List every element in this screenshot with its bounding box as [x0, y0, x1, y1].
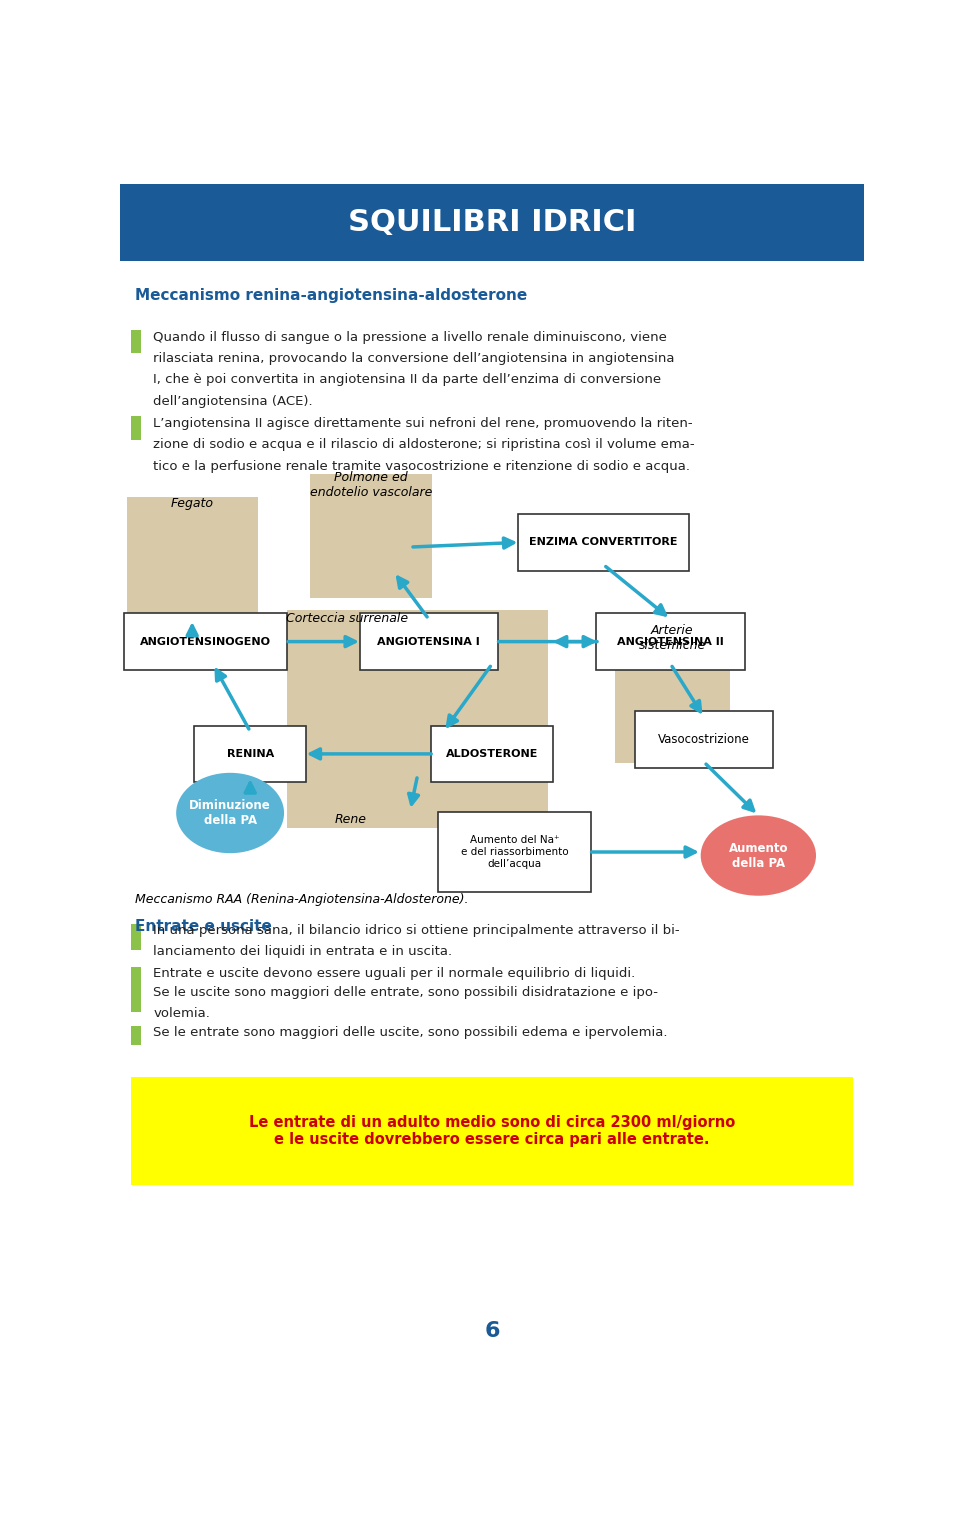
Ellipse shape — [701, 815, 816, 896]
FancyBboxPatch shape — [287, 609, 548, 829]
FancyBboxPatch shape — [614, 622, 731, 763]
Text: ANGIOTENSINOGENO: ANGIOTENSINOGENO — [140, 637, 271, 646]
FancyBboxPatch shape — [132, 416, 141, 439]
Text: Entrate e uscite: Entrate e uscite — [134, 919, 272, 935]
Ellipse shape — [177, 772, 284, 853]
Text: Vasocostrizione: Vasocostrizione — [659, 734, 750, 746]
Text: Quando il flusso di sangue o la pressione a livello renale diminuiscono, viene: Quando il flusso di sangue o la pression… — [154, 330, 667, 344]
Text: Aumento del Na⁺
e del riassorbimento
dell’acqua: Aumento del Na⁺ e del riassorbimento del… — [461, 835, 568, 869]
Text: rilasciata renina, provocando la conversione dell’angiotensina in angiotensina: rilasciata renina, provocando la convers… — [154, 352, 675, 365]
FancyBboxPatch shape — [132, 985, 141, 1012]
Text: Corteccia surrenale: Corteccia surrenale — [286, 612, 408, 625]
FancyBboxPatch shape — [360, 614, 497, 669]
Text: dell’angiotensina (ACE).: dell’angiotensina (ACE). — [154, 394, 313, 408]
Text: Meccanismo RAA (Renina-Angiotensina-Aldosterone).: Meccanismo RAA (Renina-Angiotensina-Aldo… — [134, 893, 468, 906]
FancyBboxPatch shape — [438, 812, 590, 892]
Text: Diminuzione
della PA: Diminuzione della PA — [189, 800, 271, 827]
FancyBboxPatch shape — [132, 924, 141, 950]
FancyBboxPatch shape — [124, 614, 287, 669]
Text: Meccanismo renina-angiotensina-aldosterone: Meccanismo renina-angiotensina-aldostero… — [134, 289, 527, 304]
Text: Se le entrate sono maggiori delle uscite, sono possibili edema e ipervolemia.: Se le entrate sono maggiori delle uscite… — [154, 1025, 668, 1039]
Text: zione di sodio e acqua e il rilascio di aldosterone; si ripristina così il volum: zione di sodio e acqua e il rilascio di … — [154, 439, 695, 451]
Text: ANGIOTENSINA I: ANGIOTENSINA I — [377, 637, 480, 646]
FancyBboxPatch shape — [132, 330, 141, 353]
Text: Arterie
sistemiche: Arterie sistemiche — [638, 623, 706, 652]
Text: ALDOSTERONE: ALDOSTERONE — [445, 749, 539, 758]
Text: ANGIOTENSINA II: ANGIOTENSINA II — [617, 637, 724, 646]
Text: Aumento
della PA: Aumento della PA — [729, 841, 788, 869]
Text: Rene: Rene — [335, 814, 367, 826]
FancyBboxPatch shape — [310, 474, 432, 597]
FancyBboxPatch shape — [128, 497, 257, 634]
Text: SQUILIBRI IDRICI: SQUILIBRI IDRICI — [348, 207, 636, 236]
Text: Se le uscite sono maggiori delle entrate, sono possibili disidratazione e ipo-: Se le uscite sono maggiori delle entrate… — [154, 985, 659, 999]
FancyBboxPatch shape — [132, 1025, 141, 1045]
Text: RENINA: RENINA — [227, 749, 274, 758]
FancyBboxPatch shape — [431, 726, 553, 783]
FancyBboxPatch shape — [194, 726, 306, 783]
FancyBboxPatch shape — [132, 967, 141, 985]
FancyBboxPatch shape — [518, 514, 689, 571]
Text: 6: 6 — [484, 1320, 500, 1340]
Text: In una persona sana, il bilancio idrico si ottiene principalmente attraverso il : In una persona sana, il bilancio idrico … — [154, 924, 680, 936]
Text: Entrate e uscite devono essere uguali per il normale equilibrio di liquidi.: Entrate e uscite devono essere uguali pe… — [154, 967, 636, 979]
FancyBboxPatch shape — [596, 614, 745, 669]
Text: volemia.: volemia. — [154, 1007, 210, 1019]
Text: Fegato: Fegato — [171, 497, 214, 511]
FancyBboxPatch shape — [120, 184, 864, 261]
Text: Le entrate di un adulto medio sono di circa 2300 ml/giorno
e le uscite dovrebber: Le entrate di un adulto medio sono di ci… — [249, 1114, 735, 1147]
Text: L’angiotensina II agisce direttamente sui nefroni del rene, promuovendo la riten: L’angiotensina II agisce direttamente su… — [154, 418, 693, 430]
Text: I, che è poi convertita in angiotensina II da parte dell’enzima di conversione: I, che è poi convertita in angiotensina … — [154, 373, 661, 387]
Text: tico e la perfusione renale tramite vasocostrizione e ritenzione di sodio e acqu: tico e la perfusione renale tramite vaso… — [154, 459, 690, 473]
FancyBboxPatch shape — [636, 711, 773, 768]
FancyBboxPatch shape — [132, 1076, 852, 1185]
Text: ENZIMA CONVERTITORE: ENZIMA CONVERTITORE — [529, 537, 678, 548]
Text: lanciamento dei liquidi in entrata e in uscita.: lanciamento dei liquidi in entrata e in … — [154, 946, 452, 958]
Text: Polmone ed
endotelio vascolare: Polmone ed endotelio vascolare — [309, 471, 432, 499]
